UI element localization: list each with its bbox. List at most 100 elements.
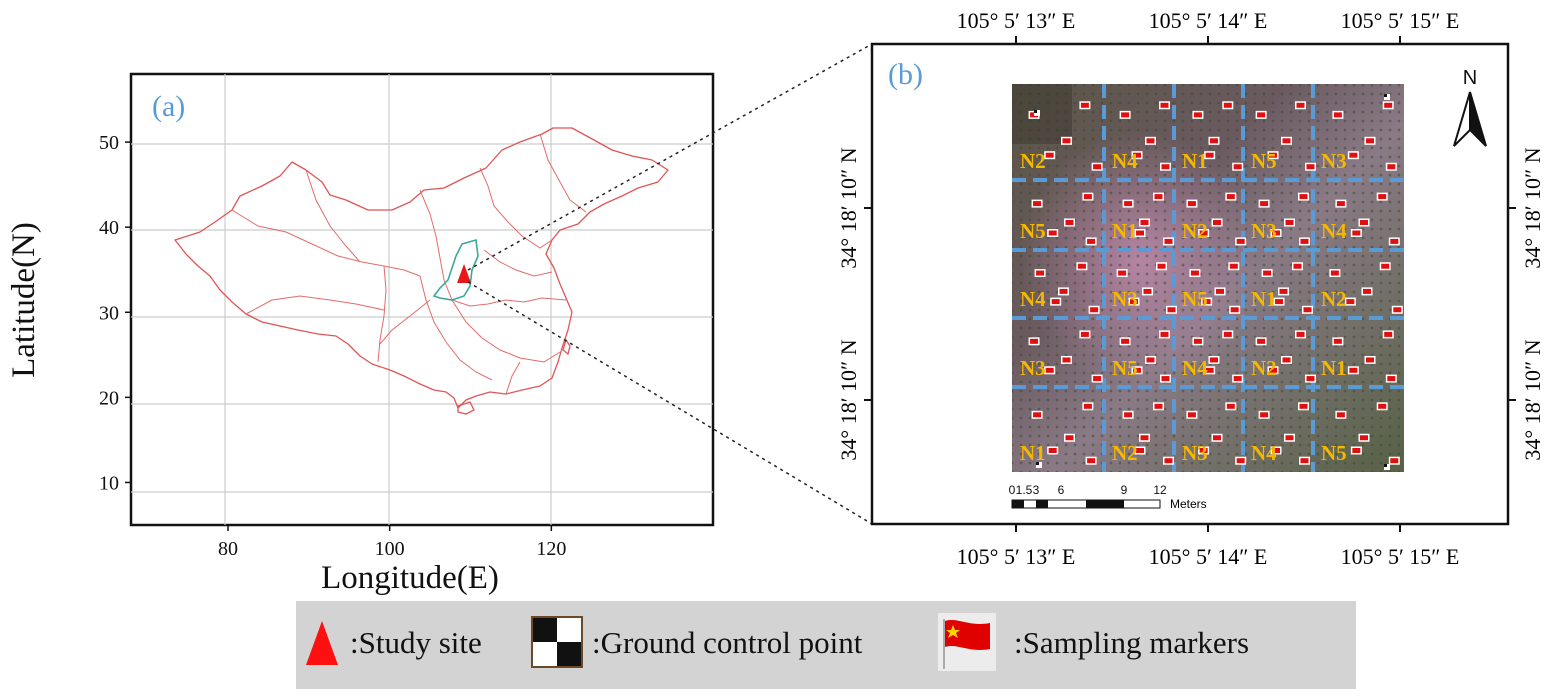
sampling-marker — [1344, 297, 1356, 306]
top-tick-2: 105° 5′ 14″ E — [1149, 8, 1268, 33]
sampling-marker — [1159, 330, 1170, 339]
sampling-marker — [1201, 297, 1213, 306]
legend-study-site-label: :Study site — [350, 625, 482, 660]
sampling-marker — [1391, 305, 1403, 314]
sampling-marker — [1160, 374, 1171, 383]
sampling-marker — [1388, 456, 1400, 465]
sampling-marker — [1385, 162, 1397, 171]
plot-label: N3 — [1112, 287, 1138, 311]
sampling-marker — [1225, 402, 1237, 411]
sampling-marker — [1228, 262, 1240, 271]
north-arrow: N — [1453, 67, 1487, 147]
right-tick-2: 34° 18′ 10″ N — [1520, 339, 1545, 460]
sampling-marker — [1376, 192, 1388, 201]
sampling-marker — [1229, 305, 1241, 314]
sampling-marker — [1382, 101, 1394, 110]
sampling-marker — [1284, 218, 1295, 227]
sampling-marker — [1332, 337, 1344, 346]
panel-b-label: (b) — [888, 58, 923, 91]
sampling-marker — [1235, 456, 1247, 465]
scale-unit: Meters — [1170, 497, 1207, 511]
sampling-marker — [1214, 287, 1226, 296]
sampling-marker — [1364, 355, 1376, 364]
plot-label: N1 — [1182, 149, 1208, 173]
sampling-marker — [1186, 199, 1198, 208]
sampling-marker — [1131, 366, 1143, 375]
sampling-marker — [1091, 374, 1103, 383]
sampling-marker — [1082, 402, 1094, 411]
sampling-marker — [1047, 446, 1059, 455]
top-tick-1: 105° 5′ 13″ E — [957, 8, 1076, 33]
sampling-marker — [1160, 162, 1171, 171]
sampling-marker — [1267, 151, 1279, 160]
sampling-marker — [1091, 162, 1103, 171]
plot-label: N3 — [1321, 149, 1347, 173]
sampling-marker — [1335, 199, 1347, 208]
scale-tick-label: 3 — [1033, 483, 1040, 497]
plot-label: N1 — [1251, 287, 1277, 311]
sampling-marker — [1163, 237, 1174, 246]
sampling-marker — [1299, 456, 1310, 465]
bottom-tick-3: 105° 5′ 15″ E — [1341, 544, 1460, 569]
sampling-marker — [1232, 374, 1244, 383]
right-tick-1: 34° 18′ 10″ N — [1520, 147, 1545, 268]
sampling-marker — [1119, 110, 1131, 119]
sampling-marker — [1122, 410, 1134, 419]
sampling-marker — [1064, 218, 1075, 227]
sampling-marker — [1198, 446, 1210, 455]
sampling-marker — [1222, 330, 1234, 339]
scale-tick-label: 1.5 — [1016, 483, 1033, 497]
sampling-marker — [1364, 136, 1376, 145]
sampling-marker — [1376, 402, 1388, 411]
sampling-marker — [1119, 337, 1131, 346]
sampling-marker — [1204, 151, 1216, 160]
sampling-marker — [1385, 374, 1397, 383]
sampling-marker — [1031, 199, 1043, 208]
sampling-marker — [1153, 402, 1164, 411]
sampling-marker — [1064, 433, 1075, 442]
sampling-marker — [1332, 110, 1344, 119]
plot-label: N5 — [1020, 219, 1046, 243]
sampling-marker — [1258, 199, 1270, 208]
plot-label: N2 — [1112, 441, 1138, 465]
scale-tick-label: 9 — [1121, 483, 1128, 497]
sampling-marker — [1198, 229, 1210, 237]
plot-label: N1 — [1020, 441, 1046, 465]
sampling-marker — [1044, 151, 1056, 160]
sampling-marker — [1050, 297, 1062, 306]
scale-tick-label: 0 — [1009, 483, 1016, 497]
plot-label: N4 — [1112, 149, 1138, 173]
sampling-marker — [1208, 355, 1220, 364]
legend-gcp-label: :Ground control point — [592, 625, 863, 660]
y-tick-label: 20 — [99, 387, 119, 409]
plot-label: N1 — [1112, 219, 1138, 243]
plot-label: N5 — [1112, 356, 1138, 380]
sampling-marker — [1163, 456, 1174, 465]
sampling-marker — [1305, 162, 1316, 171]
scale-bar: 0 1.5 3 6 9 12 Meters — [1009, 483, 1207, 511]
sampling-marker — [1134, 446, 1146, 455]
sampling-marker — [1204, 366, 1216, 375]
plot-label: N2 — [1251, 356, 1277, 380]
plot-label: N4 — [1251, 441, 1277, 465]
plot-label: N3 — [1251, 219, 1277, 243]
sampling-marker — [1292, 262, 1303, 271]
sampling-marker — [1061, 355, 1072, 364]
y-tick-label: 50 — [99, 132, 119, 154]
plot-label: N5 — [1321, 441, 1347, 465]
sampling-marker — [1145, 355, 1156, 364]
sampling-marker — [1079, 101, 1091, 110]
legend: :Study site :Ground control point :Sampl… — [296, 601, 1356, 689]
sampling-marker — [1270, 446, 1282, 455]
sampling-marker — [1134, 229, 1146, 237]
ground-control-point — [1384, 94, 1390, 100]
sampling-marker — [1335, 410, 1347, 419]
plot-label: N1 — [1321, 356, 1347, 380]
sampling-marker — [1211, 433, 1223, 442]
sampling-marker — [1235, 237, 1247, 246]
sampling-marker — [1350, 229, 1362, 237]
plot-label: N5 — [1251, 149, 1277, 173]
x-tick-label: 120 — [536, 538, 566, 560]
ground-control-point — [1034, 110, 1040, 116]
bottom-tick-1: 105° 5′ 13″ E — [957, 544, 1076, 569]
